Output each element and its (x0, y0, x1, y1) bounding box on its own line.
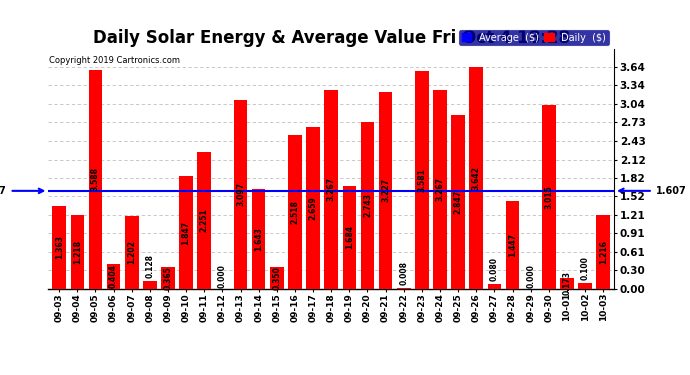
Text: 2.743: 2.743 (363, 193, 372, 217)
Bar (252, 189, 266, 289)
Text: 0.100: 0.100 (580, 256, 589, 280)
Bar (433, 90, 447, 289)
Bar (161, 267, 175, 289)
Bar (324, 90, 338, 289)
Text: 0.350: 0.350 (273, 266, 282, 290)
Bar (397, 288, 411, 289)
Text: 1.607: 1.607 (0, 186, 43, 196)
Text: 2.518: 2.518 (290, 200, 299, 224)
Text: 2.659: 2.659 (308, 196, 317, 220)
Text: 0.404: 0.404 (109, 264, 118, 288)
Text: 3.015: 3.015 (544, 185, 553, 209)
Bar (379, 92, 393, 289)
Bar (560, 278, 574, 289)
Text: 3.642: 3.642 (472, 166, 481, 190)
Text: 3.267: 3.267 (326, 177, 336, 201)
Text: 1.684: 1.684 (345, 225, 354, 249)
Bar (288, 135, 302, 289)
Text: 1.447: 1.447 (508, 232, 517, 256)
Bar (234, 100, 247, 289)
Bar (361, 122, 374, 289)
Text: 2.251: 2.251 (200, 209, 209, 232)
Text: 0.173: 0.173 (562, 272, 571, 296)
Bar (488, 284, 501, 289)
Text: 3.588: 3.588 (91, 168, 100, 192)
Bar (143, 281, 157, 289)
Text: 3.097: 3.097 (236, 182, 245, 206)
Text: 1.363: 1.363 (55, 235, 63, 259)
Text: 2.847: 2.847 (453, 190, 462, 214)
Text: 3.267: 3.267 (435, 177, 444, 201)
Text: Copyright 2019 Cartronics.com: Copyright 2019 Cartronics.com (49, 56, 179, 65)
Bar (542, 105, 555, 289)
Text: 0.365: 0.365 (164, 266, 172, 290)
Bar (52, 206, 66, 289)
Bar (70, 214, 84, 289)
Text: 1.216: 1.216 (599, 240, 608, 264)
Bar (342, 186, 356, 289)
Text: 0.128: 0.128 (146, 254, 155, 278)
Text: 1.847: 1.847 (181, 220, 190, 245)
Bar (107, 264, 120, 289)
Text: 0.080: 0.080 (490, 257, 499, 281)
Bar (451, 116, 465, 289)
Text: 3.227: 3.227 (381, 178, 390, 203)
Bar (179, 176, 193, 289)
Bar (88, 70, 102, 289)
Bar (306, 127, 320, 289)
Bar (415, 70, 428, 289)
Bar (578, 283, 592, 289)
Text: 0.008: 0.008 (400, 261, 408, 285)
Bar (197, 152, 211, 289)
Text: 1.643: 1.643 (254, 227, 263, 251)
Bar (469, 67, 483, 289)
Text: 1.218: 1.218 (73, 240, 82, 264)
Bar (125, 216, 139, 289)
Bar (596, 214, 610, 289)
Text: 0.000: 0.000 (526, 264, 535, 288)
Bar (506, 201, 520, 289)
Text: 0.000: 0.000 (218, 264, 227, 288)
Legend: Average  ($), Daily  ($): Average ($), Daily ($) (459, 30, 609, 45)
Text: 3.581: 3.581 (417, 168, 426, 192)
Bar (270, 267, 284, 289)
Title: Daily Solar Energy & Average Value Fri Oct 4 18:28: Daily Solar Energy & Average Value Fri O… (92, 29, 570, 47)
Text: 1.202: 1.202 (127, 240, 136, 264)
Text: 1.607: 1.607 (619, 186, 687, 196)
